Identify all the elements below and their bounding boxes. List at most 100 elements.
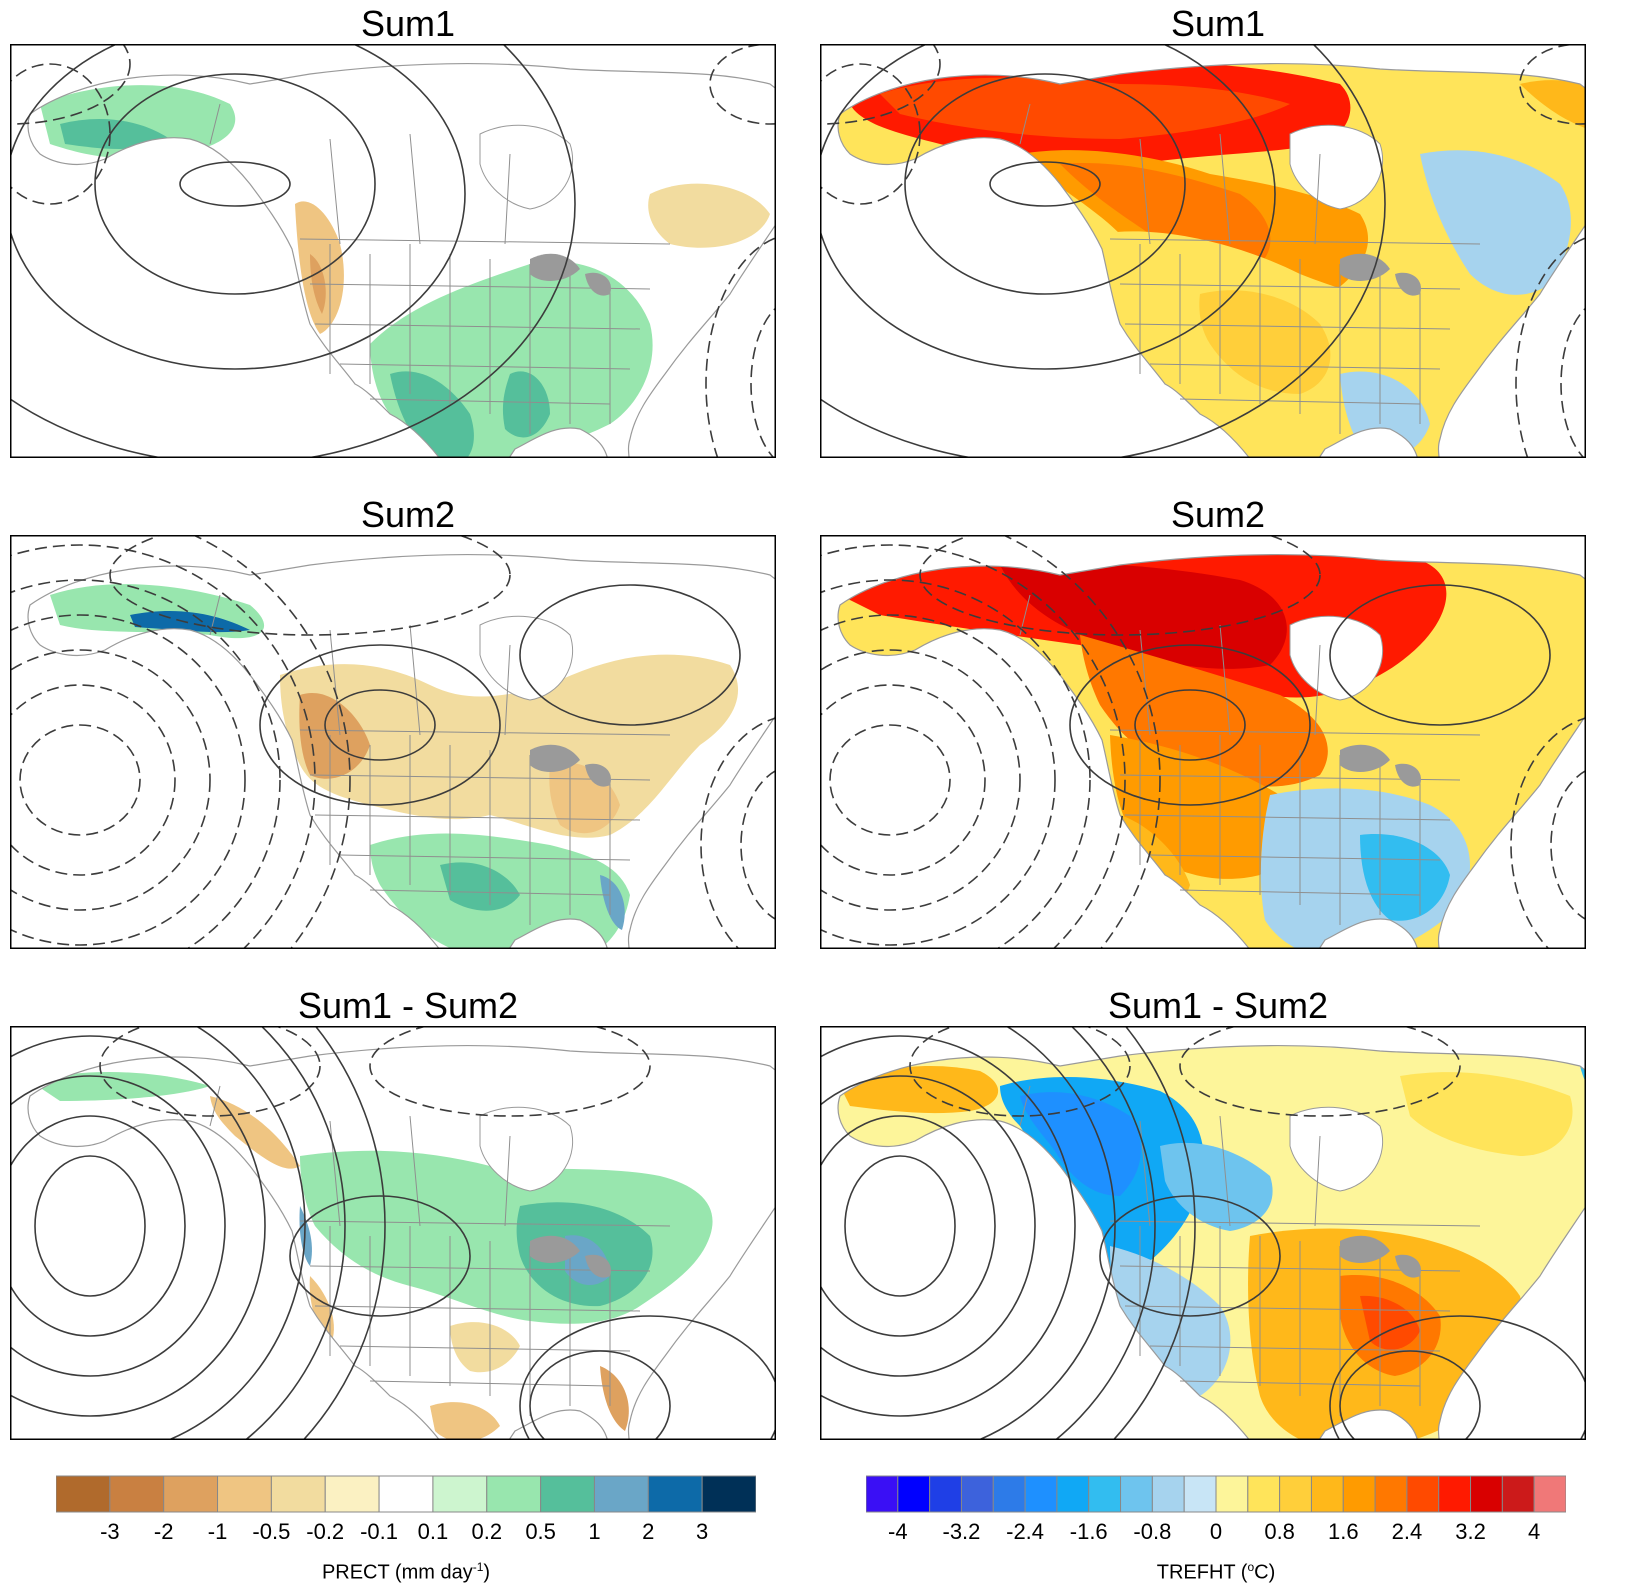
colorbar-tick-label: 0.2 <box>471 1519 503 1544</box>
colorbar-tick-label: -3 <box>100 1519 120 1544</box>
anomaly-region <box>1020 1092 1141 1196</box>
colorbar-swatch <box>109 1475 165 1513</box>
colorbar-swatch <box>593 1475 649 1513</box>
hudson-bay <box>479 615 574 701</box>
colorbar-tick-label: 1 <box>588 1519 601 1544</box>
political-borders <box>1019 594 1481 925</box>
slp-contours <box>820 1026 1586 1440</box>
anomaly-region <box>440 862 520 911</box>
colorbar-tick-label: -1.6 <box>1069 1519 1108 1544</box>
colorbar-swatch <box>1406 1475 1440 1513</box>
anomaly-region <box>450 1322 520 1373</box>
colorbar-tick-label: 3.2 <box>1455 1519 1486 1544</box>
political-borders <box>209 1085 671 1416</box>
coastline <box>27 1044 776 1440</box>
colorbar-swatch <box>540 1475 595 1513</box>
map-frame <box>820 44 1586 458</box>
colorbar-swatch <box>1470 1475 1503 1513</box>
colorbar-tick-label: -0.1 <box>360 1519 399 1544</box>
anomaly-region <box>1420 150 1571 295</box>
map-frame <box>10 1026 776 1440</box>
anomaly-region <box>1400 1072 1573 1156</box>
anomaly-region <box>280 654 739 838</box>
colorbar-tick-label: -0.5 <box>252 1519 291 1544</box>
colorbar-swatch <box>929 1475 962 1513</box>
hudson-bay <box>479 124 574 210</box>
anomaly-region <box>880 77 1290 139</box>
slp-contours <box>10 1026 776 1440</box>
map-temp-sum2 <box>820 535 1616 965</box>
hudson-bay <box>1289 124 1384 210</box>
map-precip-sum2 <box>10 535 806 965</box>
precip-colorbar-svg <box>56 1475 756 1513</box>
anomaly-region <box>1360 1295 1420 1350</box>
colorbar-swatch <box>56 1475 111 1513</box>
colorbar-tick-label: -0.8 <box>1133 1519 1172 1544</box>
map-temp-sum1 <box>820 44 1616 474</box>
anomaly-region <box>648 183 770 248</box>
map-svg <box>820 535 1586 949</box>
map-frame <box>820 535 1586 949</box>
colorbar-swatch <box>897 1475 931 1513</box>
colorbar-swatch <box>1088 1475 1122 1513</box>
colorbar-tick-label: 1.6 <box>1327 1519 1359 1544</box>
coastline <box>837 1044 1586 1440</box>
colorbar-swatch <box>1279 1475 1312 1513</box>
temp-colorbar: -4 -3.2 -2.4 -1.6 -0.8 0 0.8 1.6 2.4 3.2 4 TREFHT (… <box>866 1475 1566 1595</box>
colorbar-swatch <box>647 1475 703 1513</box>
colorbar-tick-label: 0.5 <box>525 1519 556 1544</box>
colorbar-tick-label: 3 <box>696 1519 709 1544</box>
colorbar-swatch <box>324 1475 380 1513</box>
anomaly-region <box>1060 163 1271 265</box>
map-precip-diff <box>10 1026 806 1456</box>
colorbar-swatch <box>163 1475 219 1513</box>
map-precip-sum1 <box>10 44 806 474</box>
great-lakes <box>530 744 580 772</box>
precip-colorbar: -3 -2 -1 -0.5 -0.2 -0.1 0.1 0.2 0.5 1 2 3 PRECT (mm … <box>56 1475 756 1595</box>
precip-colorbar-title: PRECT (mm day-1) <box>321 1560 491 1584</box>
map-svg <box>820 1026 1586 1440</box>
colorbar-tick-label: -4 <box>888 1519 908 1544</box>
colorbar-swatch <box>701 1475 756 1513</box>
panel-title-precip-diff: Sum1 - Sum2 <box>297 985 519 1026</box>
anomaly-region <box>1000 563 1287 669</box>
political-borders <box>209 103 671 434</box>
colorbar-swatch <box>1120 1475 1153 1513</box>
colorbar-swatch <box>1501 1475 1535 1513</box>
coastline <box>837 553 1586 949</box>
slp-contours <box>10 44 776 458</box>
colorbar-swatch <box>270 1475 326 1513</box>
colorbar-tick-label: 4 <box>1528 1519 1541 1544</box>
colorbar-swatch <box>1151 1475 1185 1513</box>
hudson-bay <box>479 1106 574 1192</box>
map-temp-diff <box>820 1026 1616 1456</box>
colorbar-swatch <box>1183 1475 1217 1513</box>
map-frame <box>10 44 776 458</box>
temp-colorbar-title: TREFHT (oC) <box>1156 1560 1276 1584</box>
colorbar-swatch <box>1247 1475 1281 1513</box>
colorbar-swatch <box>217 1475 272 1513</box>
colorbar-tick-label: 0.8 <box>1264 1519 1295 1544</box>
colorbar-swatch <box>1438 1475 1472 1513</box>
colorbar-swatch <box>960 1475 994 1513</box>
colorbar-swatch <box>1024 1475 1058 1513</box>
panel-title-precip-sum2: Sum2 <box>360 494 456 535</box>
map-svg <box>10 1026 776 1440</box>
colorbar-tick-label: -3.2 <box>942 1519 981 1544</box>
anomaly-region <box>309 1276 334 1346</box>
colorbar-tick-label: -0.2 <box>306 1519 345 1544</box>
colorbar-tick-label: 0 <box>1209 1519 1223 1544</box>
map-frame <box>820 1026 1586 1440</box>
anomaly-region <box>30 1071 210 1101</box>
anomaly-region <box>210 1096 300 1169</box>
anomaly-region <box>600 875 625 930</box>
colorbar-swatch <box>378 1475 434 1513</box>
anomaly-region <box>1360 834 1450 921</box>
great-lakes <box>1340 744 1390 772</box>
great-lakes <box>530 1235 580 1263</box>
map-frame <box>10 535 776 949</box>
panel-title-temp-diff: Sum1 - Sum2 <box>1107 985 1329 1026</box>
colorbar-tick-label: 2.4 <box>1391 1519 1423 1544</box>
temp-colorbar-svg <box>866 1475 1566 1513</box>
anomaly-region <box>600 1366 629 1431</box>
